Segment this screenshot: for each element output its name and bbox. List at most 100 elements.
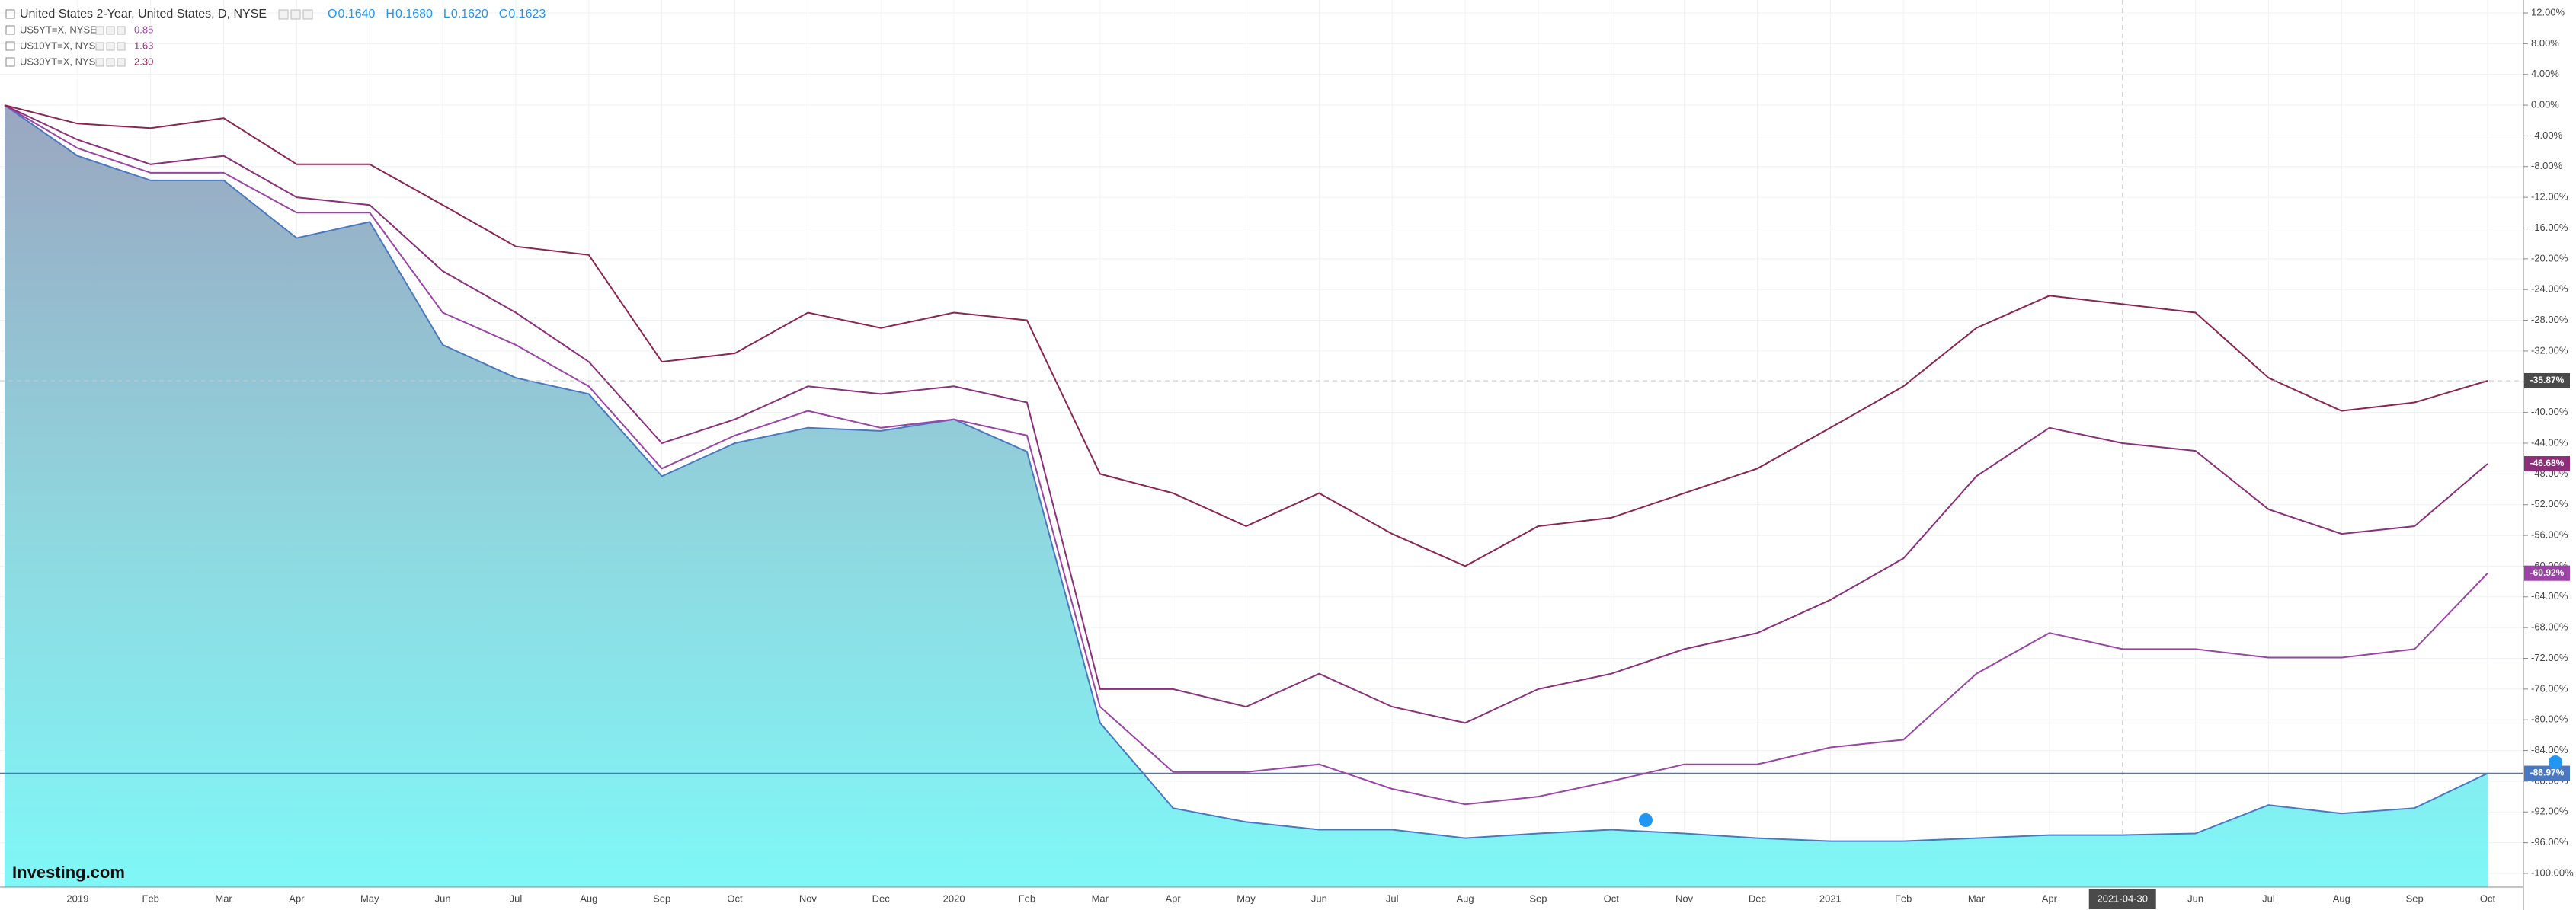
y-tick-label: -84.00% [2531, 744, 2568, 755]
x-tick-label: Jul [2262, 892, 2275, 904]
series-button [95, 58, 104, 67]
y-tick-label: -4.00% [2531, 129, 2563, 141]
x-tick-label: Dec [1749, 892, 1767, 904]
x-tick-label: Jul [510, 892, 523, 904]
y-tick-label: -16.00% [2531, 222, 2568, 233]
y-tick-label: -24.00% [2531, 283, 2568, 295]
flag-icon [1639, 755, 2562, 827]
series-name: US5YT=X, NYSE [20, 24, 97, 35]
value-badge [2524, 765, 2570, 781]
x-tick-label: May [360, 892, 379, 904]
ohlc-key: H [386, 8, 395, 21]
x-tick-label: 2020 [943, 892, 965, 904]
x-tick-label: Apr [2042, 892, 2058, 904]
y-tick-label: -72.00% [2531, 652, 2568, 663]
x-tick-label: Jul [1386, 892, 1399, 904]
series-button [290, 9, 301, 20]
logo: Investing.com [12, 863, 125, 882]
x-tick-label: Mar [1968, 892, 1986, 904]
area-fill [5, 105, 2488, 888]
collapse-icon [5, 57, 15, 67]
x-tick-label: Sep [653, 892, 670, 904]
y-tick-label: 12.00% [2531, 6, 2565, 18]
x-tick-label: Nov [799, 892, 818, 904]
series-button [302, 9, 313, 20]
ohlc-key: L [443, 8, 450, 21]
y-tick-label: -100.00% [2531, 867, 2574, 878]
series-button [117, 26, 126, 35]
y-tick-label: 0.00% [2531, 99, 2559, 110]
series-line [4, 104, 2488, 806]
y-tick-label: -32.00% [2531, 344, 2568, 356]
x-tick-label: Aug [1456, 892, 1474, 904]
y-tick-label: -20.00% [2531, 252, 2568, 263]
value-label: -46.68% [2530, 458, 2565, 468]
x-tick-label: Sep [1529, 892, 1547, 904]
x-tick-label: Aug [2333, 892, 2350, 904]
ohlc-value: 0.1680 [395, 8, 433, 21]
value-label: -35.87% [2530, 375, 2565, 385]
x-tick-label: Nov [1675, 892, 1694, 904]
series-button [117, 42, 126, 51]
series-name: US30YT=X, NYSE [20, 56, 102, 67]
x-tick-label: Mar [215, 892, 232, 904]
ohlc-key: C [499, 8, 508, 21]
x-tick-label: Sep [2406, 892, 2424, 904]
series-button [278, 9, 289, 20]
y-tick-label: 8.00% [2531, 37, 2559, 49]
series-price: 0.85 [134, 24, 153, 35]
value-label: -60.92% [2530, 567, 2565, 578]
y-tick-label: -12.00% [2531, 191, 2568, 203]
value-badge [2524, 565, 2570, 581]
collapse-icon [5, 25, 15, 35]
value-badge [2524, 372, 2570, 388]
x-tick-label: Oct [727, 892, 743, 904]
series-line [4, 104, 2488, 724]
y-tick-label: -44.00% [2531, 436, 2568, 448]
y-tick-label: -68.00% [2531, 621, 2568, 633]
series-button [106, 26, 115, 35]
ohlc-value: 0.1623 [508, 8, 546, 21]
series-price: 1.63 [134, 40, 153, 51]
x-tick-label: May [1237, 892, 1256, 904]
plot [0, 104, 2523, 888]
x-tick-label: Feb [142, 892, 159, 904]
x-tick-label: Mar [1092, 892, 1109, 904]
y-tick-label: -40.00% [2531, 406, 2568, 417]
legend: United States 2-Year, United States, D, … [5, 8, 546, 67]
y-tick-label: -52.00% [2531, 498, 2568, 509]
series-button [95, 26, 104, 35]
y-tick-label: -96.00% [2531, 836, 2568, 848]
crosshair-label: 2021-04-30 [2097, 892, 2148, 904]
y-tick-label: -56.00% [2531, 529, 2568, 541]
collapse-icon [5, 9, 15, 19]
y-tick-label: -8.00% [2531, 160, 2563, 171]
ohlc-key: O [328, 8, 337, 21]
x-tick-label: Jun [1311, 892, 1327, 904]
x-tick-label: Oct [2480, 892, 2496, 904]
axes: 12.00% 8.00% 4.00% 0.00% -4.00% -8.00% -12.00%… [66, 6, 2574, 909]
y-tick-label: -92.00% [2531, 806, 2568, 817]
x-tick-label: Jun [435, 892, 451, 904]
series-button [95, 42, 104, 51]
x-tick-label: Apr [289, 892, 305, 904]
series-button [106, 42, 115, 51]
x-tick-label: Feb [1895, 892, 1912, 904]
value-label: -86.97% [2530, 768, 2565, 778]
x-tick-label: Jun [2187, 892, 2203, 904]
y-tick-label: -64.00% [2531, 590, 2568, 602]
x-tick-label: 2019 [66, 892, 88, 904]
value-badge [2524, 456, 2570, 472]
series-price: 2.30 [134, 56, 153, 67]
series-line [4, 104, 2488, 567]
x-tick-label: Aug [580, 892, 597, 904]
crosshair-badge [2088, 889, 2156, 909]
series-button [106, 58, 115, 67]
x-tick-label: Apr [1166, 892, 1182, 904]
x-tick-label: Dec [872, 892, 891, 904]
x-tick-label: Feb [1019, 892, 1035, 904]
series-name: United States 2-Year, United States, D, … [20, 8, 267, 21]
ohlc-value: 0.1620 [451, 8, 488, 21]
series-line [4, 104, 2488, 842]
